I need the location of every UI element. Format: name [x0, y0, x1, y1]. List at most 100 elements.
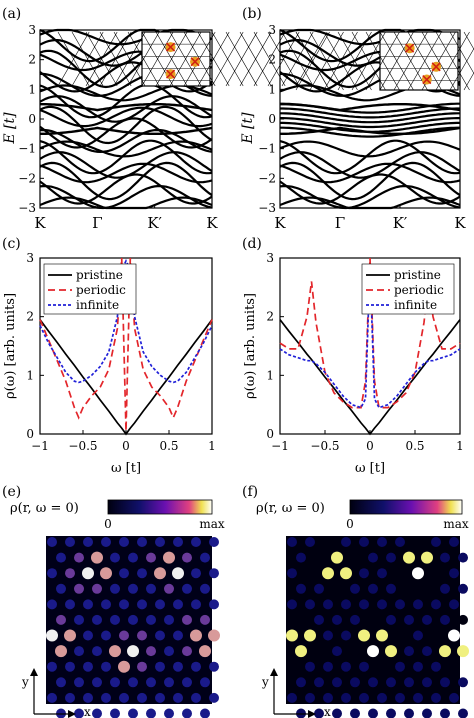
ldos-site — [386, 552, 396, 563]
ldos-site — [341, 692, 351, 703]
ldos-site — [323, 537, 333, 547]
ldos-site — [449, 599, 459, 610]
ldos-site — [101, 537, 111, 547]
site-cross — [165, 42, 176, 52]
ldos-site — [368, 708, 378, 718]
ldos-site — [146, 583, 156, 594]
ldos-site — [200, 677, 210, 688]
ldos-site — [200, 614, 210, 625]
ldos-site — [287, 537, 297, 547]
ldos-site — [155, 630, 165, 641]
ldos-site — [287, 661, 297, 672]
site-cross — [431, 62, 441, 72]
ticks-c: −1 −0.5 0 0.5 1 0 1 2 3 — [26, 251, 215, 453]
y-axis-arrow-label-f: y — [261, 675, 269, 689]
x-tick-label: −1 — [271, 439, 289, 453]
ldos-site — [305, 599, 315, 610]
site-cross — [422, 74, 432, 85]
panel-label-e: (e) — [2, 484, 21, 500]
ldos-site — [92, 646, 102, 657]
ldos-site — [56, 677, 66, 688]
ldos-site — [56, 552, 66, 563]
legend-entry: infinite — [76, 298, 119, 312]
y-axis-label-b: E [t] — [240, 112, 256, 145]
ldos-site — [386, 677, 396, 688]
lattice-line — [169, 31, 202, 87]
ldos-site — [128, 552, 138, 563]
ldos-site — [146, 677, 156, 688]
ldos-site — [74, 552, 84, 563]
lattice-line — [463, 72, 474, 91]
ldos-site — [190, 629, 202, 642]
x-tick-label: 0.5 — [405, 439, 424, 453]
ldos-site — [137, 537, 147, 547]
x-tick-label: K — [274, 214, 286, 232]
x-tick-label: Γ — [92, 214, 102, 232]
lattice-line — [141, 31, 174, 87]
lattice-line — [155, 31, 188, 87]
x-tick-label: 1 — [456, 439, 464, 453]
x-ticks-a: K Γ K′ K — [34, 204, 218, 232]
x-axis-label-d: ω [t] — [355, 461, 385, 476]
y-tick-label: 1 — [28, 82, 36, 96]
band-line — [280, 103, 461, 112]
ldos-site — [296, 677, 306, 688]
ldos-site — [209, 568, 219, 579]
ldos-sites-f — [286, 537, 469, 718]
ldos-site — [74, 646, 84, 657]
ldos-site — [458, 583, 468, 594]
ldos-site — [182, 677, 192, 688]
ldos-site — [209, 599, 219, 610]
ldos-site — [332, 583, 342, 594]
ldos-site — [296, 708, 306, 718]
legend-entry: infinite — [394, 298, 437, 312]
band-line — [39, 151, 213, 179]
ldos-site — [295, 645, 307, 658]
ldos-site — [92, 614, 102, 625]
ldos-site — [164, 614, 174, 625]
ldos-site — [164, 708, 174, 718]
ldos-site — [200, 583, 210, 594]
xy-axes-f — [270, 668, 316, 718]
ldos-site — [91, 551, 103, 564]
band-line — [39, 128, 213, 154]
band-line — [280, 117, 460, 129]
ldos-site — [128, 583, 138, 594]
lattice-inset-b — [295, 31, 474, 91]
ldos-site — [404, 614, 414, 625]
ldos-site — [431, 630, 441, 641]
band-line — [39, 161, 213, 201]
ldos-site — [404, 583, 414, 594]
ldos-site — [323, 661, 333, 672]
ldos-site — [65, 692, 75, 703]
band-structure-a: −3 −2 −1 0 1 2 3 K Γ K′ K E [t] — [2, 23, 328, 232]
ldos-map-e: ρ(r, ω = 0) 0 max y x — [10, 499, 225, 718]
ldos-site — [296, 552, 306, 563]
ldos-site — [458, 708, 468, 718]
lattice-line — [379, 31, 414, 91]
ldos-site — [377, 661, 387, 672]
ldos-site — [422, 614, 432, 625]
band-line — [39, 162, 213, 184]
ldos-site — [110, 583, 120, 594]
ticks-d: −1 −0.5 0 0.5 1 0 1 2 3 — [266, 251, 463, 453]
lattice-line — [113, 31, 146, 87]
x-tick-label: K′ — [147, 214, 162, 232]
ldos-site — [74, 677, 84, 688]
ldos-site — [422, 583, 432, 594]
ldos-site — [56, 708, 66, 718]
ldos-site — [440, 708, 450, 718]
ldos-site — [440, 677, 450, 688]
ldos-site — [47, 568, 57, 579]
legend-entry: pristine — [394, 268, 441, 282]
panel-label-d: (d) — [242, 236, 262, 252]
ldos-site — [404, 677, 414, 688]
ldos-site — [431, 599, 441, 610]
ldos-site — [287, 692, 297, 703]
ldos-site — [191, 692, 201, 703]
ldos-site — [431, 537, 441, 547]
lattice-line — [295, 31, 330, 91]
site-cross — [190, 57, 200, 67]
colorbar-min-e: 0 — [104, 517, 112, 531]
